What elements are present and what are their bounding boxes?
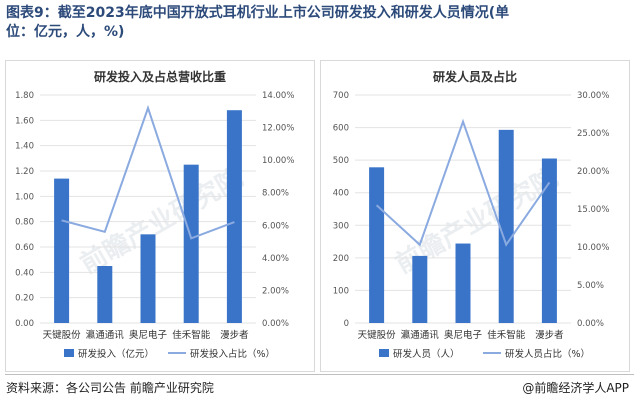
y-left-tick-label: 1.80 <box>15 91 34 101</box>
footer-divider <box>5 374 634 375</box>
chart-panel-rd-investment: 研发投入及占总营收比重前瞻产业研究院 0.00 0.20 0.40 0.60 0.80 1.… <box>5 60 315 372</box>
source-note: 资料来源：各公司公告 前瞻产业研究院 <box>6 381 214 395</box>
y-right-tick-label: 2.00% <box>262 286 289 296</box>
y-left-tick-label: 100 <box>333 286 349 296</box>
chart-title: 研发投入及占总营收比重 <box>94 69 226 84</box>
y-left-tick-label: 200 <box>333 254 349 264</box>
category-label: 漫步者 <box>220 329 249 341</box>
category-label: 漫步者 <box>535 329 564 341</box>
y-right-tick-label: 6.00% <box>262 221 289 231</box>
y-left-tick-label: 1.20 <box>15 167 34 177</box>
y-right-tick-label: 8.00% <box>262 189 289 199</box>
bar-4 <box>541 158 557 323</box>
category-label: 奥尼电子 <box>444 329 483 341</box>
legend-bar-label: 研发人员（人） <box>393 348 460 360</box>
y-left-tick-label: 600 <box>333 124 349 134</box>
category-label: 瀛通通讯 <box>401 329 440 341</box>
y-left-tick-label: 0.40 <box>15 268 34 278</box>
legend-line-label: 研发人员占比（%） <box>505 348 590 360</box>
legend-bar-swatch <box>379 349 389 357</box>
y-left-tick-label: 1.60 <box>15 116 34 126</box>
bar-0 <box>369 167 385 323</box>
legend-bar-swatch <box>64 349 74 357</box>
watermark: 前瞻产业研究院 <box>75 162 248 280</box>
y-left-tick-label: 400 <box>333 189 349 199</box>
y-left-tick-label: 0 <box>344 319 349 329</box>
y-right-tick-label: 12.00% <box>262 124 294 134</box>
bar-1 <box>412 255 428 323</box>
chart-title: 研发人员及占比 <box>433 69 517 84</box>
brand-logo: @前瞻经济学人APP <box>522 381 629 395</box>
y-right-tick-label: 0.00% <box>577 319 604 329</box>
category-label: 瀛通通讯 <box>86 329 125 341</box>
category-label: 奥尼电子 <box>129 329 168 341</box>
y-left-tick-label: 500 <box>333 156 349 166</box>
bar-0 <box>54 178 70 323</box>
y-right-tick-label: 10.00% <box>262 156 294 166</box>
legend-bar-label: 研发投入（亿元） <box>78 348 154 360</box>
y-right-tick-label: 10.00% <box>577 243 609 253</box>
y-left-tick-label: 0.00 <box>15 319 34 329</box>
bar-2 <box>455 243 471 323</box>
figure-title: 图表9：截至2023年底中国开放式耳机行业上市公司研发投入和研发人员情况(单位：… <box>6 5 510 40</box>
y-left-tick-label: 0.80 <box>15 218 34 228</box>
category-label: 佳禾智能 <box>172 329 211 341</box>
category-label: 天键股份 <box>358 329 397 341</box>
bar-3 <box>498 129 514 323</box>
chart-svg-rd-staff: 研发人员及占比前瞻产业研究院01002003004005006007000.00… <box>333 69 610 360</box>
y-left-tick-label: 0.20 <box>15 294 34 304</box>
category-label: 天键股份 <box>43 329 82 341</box>
y-right-tick-label: 20.00% <box>577 167 609 177</box>
y-right-tick-label: 15.00% <box>577 205 609 215</box>
bar-1 <box>97 266 113 323</box>
y-right-tick-label: 30.00% <box>577 91 609 101</box>
y-left-tick-label: 1.40 <box>15 142 34 152</box>
bar-2 <box>140 234 156 323</box>
chart-panel-rd-staff: 研发人员及占比 前瞻产业研究院 0 100 200 300 400 500 600 700 0.00… <box>320 60 630 372</box>
y-right-tick-label: 5.00% <box>577 281 604 291</box>
bar-3 <box>183 164 199 323</box>
y-left-tick-label: 700 <box>333 91 349 101</box>
y-left-tick-label: 0.60 <box>15 243 34 253</box>
legend-line-label: 研发投入占比（%） <box>190 348 275 360</box>
category-label: 佳禾智能 <box>487 329 526 341</box>
y-right-tick-label: 0.00% <box>262 319 289 329</box>
y-right-tick-label: 14.00% <box>262 91 294 101</box>
y-right-tick-label: 25.00% <box>577 129 609 139</box>
y-left-tick-label: 1.00 <box>15 192 34 202</box>
y-left-tick-label: 300 <box>333 221 349 231</box>
y-right-tick-label: 4.00% <box>262 254 289 264</box>
bar-4 <box>226 110 242 323</box>
